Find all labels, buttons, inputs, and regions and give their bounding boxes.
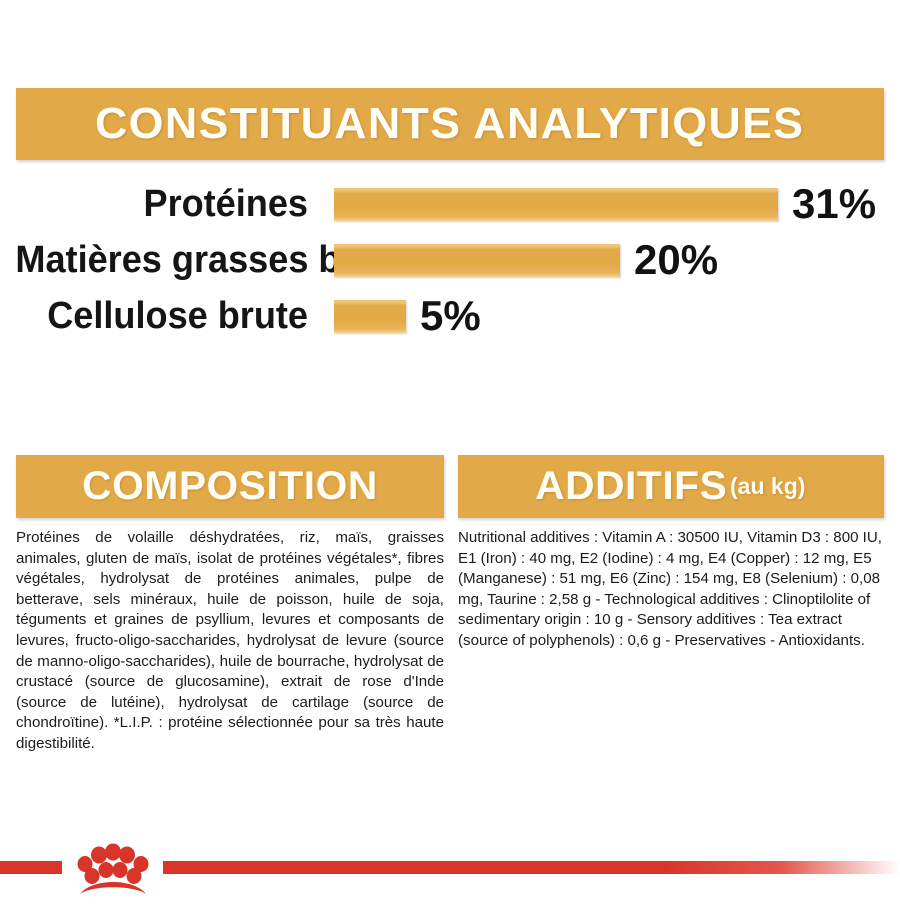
chart-bar-group: 5%	[334, 295, 481, 337]
chart-bar-group: 31%	[334, 183, 876, 225]
chart-row: Cellulose brute 5%	[0, 288, 900, 344]
chart-bar	[334, 299, 406, 333]
additives-column: ADDITIFS (au kg) Nutritional additives :…	[458, 455, 884, 755]
analytical-constituents-banner: CONSTITUANTS ANALYTIQUES	[16, 88, 884, 160]
composition-text: Protéines de volaille déshydratées, riz,…	[16, 529, 444, 752]
chart-row: Protéines 31%	[0, 176, 900, 232]
royal-canin-crown-logo	[62, 842, 164, 900]
chart-row-label: Protéines	[143, 183, 308, 225]
chart-bar	[334, 187, 778, 221]
chart-row-value: 5%	[420, 292, 481, 339]
details-columns: COMPOSITION Protéines de volaille déshyd…	[16, 455, 884, 755]
chart-bar-group: 20%	[334, 239, 718, 281]
composition-heading: COMPOSITION	[82, 464, 378, 508]
analytical-constituents-chart: Protéines 31% Matières grasses brutes 20…	[0, 176, 900, 344]
composition-column: COMPOSITION Protéines de volaille déshyd…	[16, 455, 444, 755]
chart-row: Matières grasses brutes 20%	[0, 232, 900, 288]
chart-row-value: 31%	[792, 180, 877, 227]
chart-row-label: Cellulose brute	[47, 295, 309, 337]
page-title: CONSTITUANTS ANALYTIQUES	[95, 99, 805, 148]
chart-row-value: 20%	[634, 236, 719, 283]
chart-bar	[334, 243, 620, 277]
additives-subheading: (au kg)	[730, 473, 806, 499]
composition-banner: COMPOSITION	[16, 455, 444, 518]
footer-rule-right	[163, 861, 900, 874]
additives-banner: ADDITIFS (au kg)	[458, 455, 884, 518]
footer-rule-left	[0, 861, 62, 874]
chart-row-label: Matières grasses brutes	[15, 239, 429, 281]
additives-text: Nutritional additives : Vitamin A : 3050…	[458, 529, 882, 649]
footer	[0, 842, 900, 900]
additives-heading: ADDITIFS	[534, 464, 727, 508]
